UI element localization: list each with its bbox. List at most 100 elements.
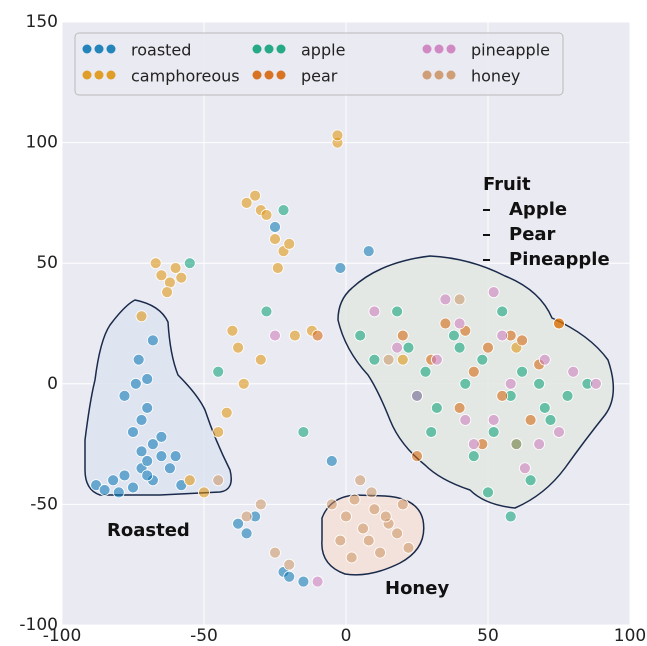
point [220, 406, 233, 419]
point [368, 503, 381, 516]
point [269, 329, 281, 342]
fruit-annotation: Fruit [483, 174, 531, 195]
point [271, 262, 284, 274]
point [482, 341, 494, 354]
point [504, 377, 517, 390]
point [260, 305, 273, 318]
point [212, 365, 225, 378]
point [362, 534, 375, 547]
point [260, 209, 273, 221]
point [553, 426, 565, 438]
point [487, 286, 500, 299]
point [487, 426, 500, 438]
point [396, 329, 409, 342]
fruit-item: Pineapple [509, 249, 610, 270]
legend-marker [106, 70, 116, 80]
y-tick-label: 0 [47, 374, 58, 394]
legend-marker [82, 44, 92, 54]
point [183, 257, 196, 270]
point [411, 389, 423, 402]
point [269, 233, 281, 245]
point [283, 558, 296, 571]
point [135, 414, 148, 426]
point [524, 474, 537, 487]
point [430, 402, 443, 414]
point [368, 353, 381, 366]
fruit-item: Pear [509, 224, 556, 245]
x-tick-label: 50 [477, 626, 499, 646]
y-tick-label: -50 [30, 494, 58, 514]
point [249, 189, 262, 202]
point [311, 329, 324, 342]
legend-marker [106, 44, 116, 54]
point [129, 377, 142, 390]
point [146, 438, 159, 451]
point [340, 510, 352, 523]
point [232, 517, 244, 530]
point [141, 373, 154, 385]
roasted-region [84, 299, 232, 496]
point [283, 238, 296, 250]
point [331, 129, 344, 142]
legend-marker [434, 44, 444, 54]
point [516, 365, 528, 378]
point [135, 310, 148, 323]
point [254, 498, 267, 511]
point [391, 305, 404, 318]
point [453, 341, 466, 354]
point [425, 426, 438, 438]
honey-annotation: Honey [385, 578, 449, 599]
point [453, 293, 466, 306]
point [459, 414, 472, 426]
point [325, 455, 338, 467]
point [516, 334, 528, 347]
point [141, 402, 154, 414]
point [553, 317, 565, 330]
point [362, 245, 375, 258]
legend-marker [276, 44, 286, 54]
point [524, 414, 537, 426]
point [533, 438, 546, 451]
point [476, 353, 489, 366]
point [112, 486, 125, 499]
point [496, 389, 509, 402]
x-tick-label: -100 [43, 626, 82, 646]
point [453, 402, 466, 414]
point [561, 389, 574, 402]
roasted-annotation: Roasted [107, 520, 190, 541]
y-tick-label: -100 [19, 615, 58, 635]
point [161, 286, 173, 299]
legend-marker [264, 44, 274, 54]
point [510, 438, 523, 451]
point [453, 317, 466, 330]
point [374, 546, 386, 559]
point [439, 317, 452, 330]
point [419, 365, 432, 378]
point [175, 271, 188, 284]
point [146, 334, 159, 347]
point [127, 426, 139, 438]
point [226, 324, 239, 337]
point [467, 365, 480, 378]
legend-marker [422, 70, 432, 80]
point [135, 445, 148, 458]
point [155, 450, 168, 463]
point [288, 329, 301, 342]
point [391, 341, 404, 354]
point [254, 353, 267, 366]
point [164, 462, 176, 475]
x-tick-label: -50 [190, 626, 218, 646]
point [297, 575, 310, 588]
point [107, 474, 120, 487]
point [183, 474, 196, 487]
point [496, 329, 509, 342]
point [396, 498, 409, 511]
point [402, 541, 415, 554]
point [382, 353, 395, 366]
point [283, 570, 296, 583]
point [334, 262, 347, 274]
point [127, 481, 139, 494]
point [232, 341, 244, 354]
